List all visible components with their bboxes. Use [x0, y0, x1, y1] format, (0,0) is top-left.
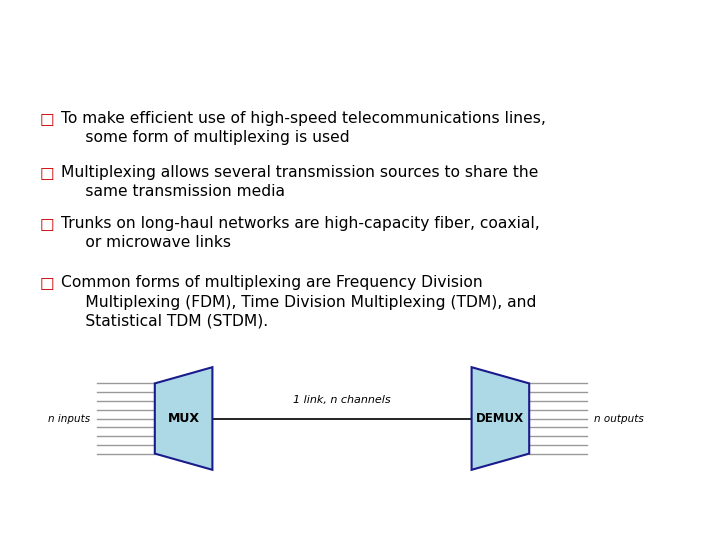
Text: n outputs: n outputs [594, 414, 644, 423]
Bar [0, 64, 720, 505]
Text: □: □ [40, 216, 54, 231]
Text: n inputs: n inputs [48, 414, 90, 423]
Text: □: □ [40, 165, 54, 180]
Text: 1 link, n channels: 1 link, n channels [293, 395, 391, 405]
Text: Multiplexing: Multiplexing [13, 19, 247, 52]
Text: □: □ [40, 275, 54, 291]
Text: □: □ [40, 111, 54, 126]
Text: Trunks on long-haul networks are high-capacity fiber, coaxial,
     or microwave: Trunks on long-haul networks are high-ca… [61, 216, 540, 250]
Text: Common forms of multiplexing are Frequency Division
     Multiplexing (FDM), Tim: Common forms of multiplexing are Frequen… [61, 275, 536, 329]
Text: DEMUX: DEMUX [477, 412, 524, 425]
Text: Multiplexing allows several transmission sources to share the
     same transmis: Multiplexing allows several transmission… [61, 165, 539, 199]
Text: 2/28: 2/28 [668, 517, 702, 532]
Polygon shape [472, 367, 529, 470]
Polygon shape [155, 367, 212, 470]
Text: MUX: MUX [168, 412, 199, 425]
Text: To make efficient use of high-speed telecommunications lines,
     some form of : To make efficient use of high-speed tele… [61, 111, 546, 145]
